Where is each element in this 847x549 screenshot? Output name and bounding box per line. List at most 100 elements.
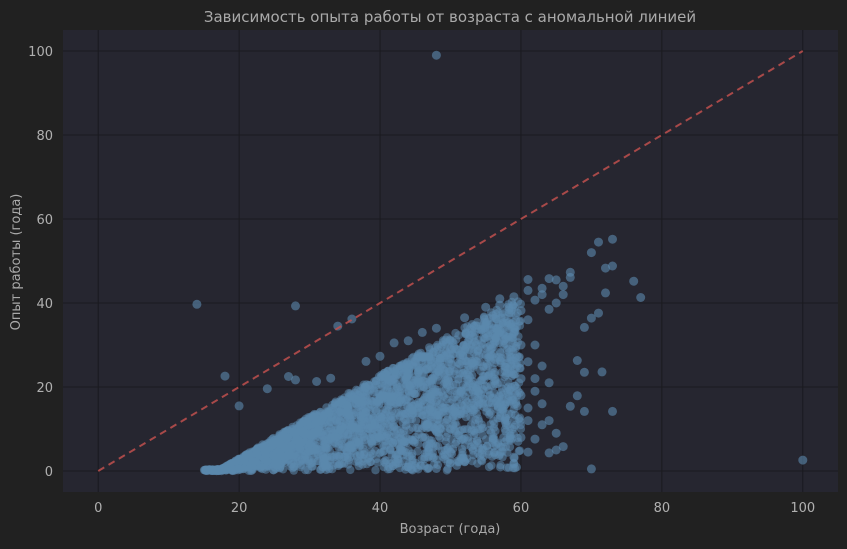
data-point [391,430,400,439]
data-point [514,414,524,424]
outlier-point [291,375,300,385]
data-point [427,436,436,445]
y-tick-label: 60 [36,213,53,228]
data-point [511,399,521,409]
data-point [459,368,468,378]
outlier-point [608,234,617,244]
outlier-point [530,374,540,384]
outlier-point [410,357,420,367]
data-point [505,332,514,341]
data-point [507,383,516,392]
data-point [511,353,520,363]
data-point [337,408,346,418]
data-point [497,384,507,393]
data-point [446,455,455,464]
data-point [496,463,505,472]
data-point [429,453,439,462]
outlier-point [572,356,582,365]
data-point [308,458,317,467]
data-point [359,449,369,459]
outlier-point [523,416,533,426]
data-point [493,414,502,423]
outlier-point [544,274,554,284]
data-point [487,393,496,403]
anomaly-reference-line [97,50,804,472]
outlier-point [326,373,336,383]
outlier-point [572,391,582,401]
outlier-point [516,306,526,316]
outlier-point [579,367,589,377]
data-point [472,436,482,445]
data-point [396,395,406,405]
data-point [421,365,430,375]
outlier-point [565,401,575,411]
outlier-point [389,338,399,348]
data-point [484,462,494,472]
data-point [474,335,483,345]
data-point [297,438,306,448]
x-tick-label: 80 [654,501,671,516]
x-axis-ticks: 0 20 40 60 80 100 [94,501,815,516]
outlier-point [262,384,272,394]
data-point [383,366,393,376]
outlier-point [220,371,230,381]
outlier-point [798,455,808,465]
outlier-point [523,285,533,295]
outlier-point [192,299,202,309]
data-point [250,457,259,467]
data-point [297,455,307,464]
data-point [432,411,442,420]
data-point [379,462,388,472]
outlier-point [467,327,477,337]
data-point [331,399,340,408]
outlier-point [579,322,589,332]
outlier-point [523,357,533,367]
data-point [410,389,419,399]
data-point [502,397,511,407]
data-point [338,435,347,444]
data-point [486,420,495,429]
outlier-point [431,464,441,473]
x-tick-label: 20 [231,501,248,516]
outlier-point [523,315,533,325]
outlier-point [523,403,533,413]
data-point [395,444,404,454]
data-point [405,452,414,461]
outlier-point [509,459,519,469]
outlier-point [375,351,385,361]
data-point [490,401,499,410]
data-point [326,412,336,422]
data-point [467,420,476,429]
outlier-point [495,294,505,304]
data-point [351,457,360,466]
data-point [392,364,402,373]
data-point [305,447,315,456]
data-point [346,465,355,475]
outlier-point [537,361,547,371]
data-point [508,343,518,352]
y-tick-label: 40 [36,297,53,312]
outlier-point [516,390,526,400]
data-point [402,373,412,382]
data-point [372,454,381,464]
outlier-point [551,275,561,285]
data-point [416,377,425,387]
data-point [335,452,344,461]
data-point [374,389,384,399]
outlier-point [502,353,512,363]
data-point [423,464,432,474]
outlier-point [495,300,505,310]
outlier-point [558,281,568,291]
x-tick-label: 60 [513,501,530,516]
outlier-point [481,302,491,312]
outlier-point [586,313,596,323]
outlier-point [417,432,427,442]
outlier-point [601,288,610,298]
outlier-point [608,406,617,416]
data-point [262,457,272,466]
data-point [468,457,477,466]
data-point [466,413,475,422]
data-point [462,404,471,413]
data-point [491,333,501,343]
